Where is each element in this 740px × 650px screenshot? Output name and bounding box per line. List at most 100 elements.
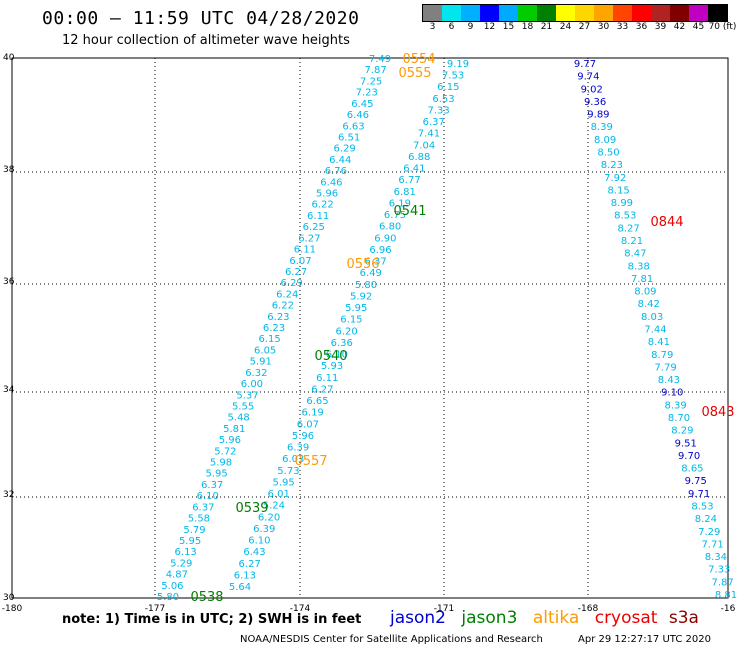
wave-height-value: 8.39 [665,400,687,411]
wave-height-value: 6.37 [201,480,223,491]
wave-height-value: 7.29 [698,527,720,538]
wave-height-value: 7.49 [369,54,391,65]
wave-height-value: 8.23 [601,160,623,171]
wave-height-value: 9.02 [581,84,603,95]
wave-height-value: 6.20 [258,512,280,523]
wave-height-value: 6.22 [272,301,294,312]
wave-height-value: 7.79 [654,362,676,373]
color-swatch [689,5,708,21]
wave-height-value: 6.46 [320,177,342,188]
color-swatch [594,5,613,21]
pass-time-label: 0843 [701,405,734,420]
page-subtitle: 12 hour collection of altimeter wave hei… [62,33,350,48]
color-scale-label: 33 [616,22,629,32]
wave-height-value: 6.10 [197,491,219,502]
wave-height-value: 7.33 [427,105,449,116]
wave-height-value: 6.32 [245,368,267,379]
wave-height-value: 6.15 [258,334,280,345]
wave-height-value: 6.29 [281,278,303,289]
wave-height-value: 5.91 [250,357,272,368]
wave-height-value: 6.65 [306,396,328,407]
lon-tick-label: -177 [145,604,165,614]
wave-height-value: 6.37 [365,257,387,268]
wave-height-value: 8.79 [651,350,673,361]
wave-height-value: 6.88 [408,152,430,163]
wave-height-value: 9.70 [678,451,700,462]
color-swatch [556,5,575,21]
color-scale-label: 9 [467,22,474,32]
color-scale-label: 18 [521,22,534,32]
color-swatch [518,5,537,21]
wave-height-value: 6.13 [234,570,256,581]
wave-height-value: 7.41 [418,129,440,140]
color-swatch [537,5,556,21]
color-scale-label: 36 [635,22,648,32]
wave-height-value: 4.87 [166,570,188,581]
wave-height-value: 6.27 [298,233,320,244]
wave-height-value: 6.10 [248,536,270,547]
wave-height-value: 5.93 [321,361,343,372]
wave-height-value: 8.09 [634,287,656,298]
wave-height-value: 6.37 [423,117,445,128]
wave-height-value: 9.74 [577,72,599,83]
color-swatch [423,5,442,21]
pass-time-label: 0555 [398,66,431,81]
legend-cryosat: cryosat [594,608,658,628]
wave-height-value: 6.00 [241,379,263,390]
color-scale-label: 39 [654,22,667,32]
wave-height-value: 5.24 [263,501,285,512]
wave-height-value: 8.65 [681,464,703,475]
color-swatch [480,5,499,21]
wave-height-value: 6.39 [287,443,309,454]
lon-tick-label: -180 [2,604,23,614]
wave-height-value: 6.27 [285,267,307,278]
wave-height-value: 9.19 [447,59,469,70]
color-scale-bar [422,4,728,22]
color-swatch [708,5,727,21]
wave-height-value: 6.25 [303,222,325,233]
wave-height-value: 6.10 [326,350,348,361]
wave-height-value: 9.36 [584,97,606,108]
wave-height-value: 8.15 [607,185,629,196]
color-scale-label: 6 [448,22,455,32]
lat-tick-label: 38 [3,165,15,175]
wave-height-value: 8.81 [715,590,737,601]
wave-height-value: 5.06 [161,581,183,592]
wave-height-value: 8.21 [621,236,643,247]
wave-height-value: 6.27 [311,384,333,395]
lat-tick-label: 40 [3,53,15,63]
wave-height-value: 8.09 [594,135,616,146]
color-scale-label: 27 [578,22,591,32]
color-swatch [575,5,594,21]
wave-height-value: 6.77 [398,175,420,186]
wave-height-value: 6.44 [329,155,351,166]
color-scale-label: 15 [502,22,515,32]
wave-height-value: 5.55 [232,401,254,412]
color-swatch [461,5,480,21]
wave-height-value: 7.71 [701,539,723,550]
pass-time-label: 0844 [650,215,683,230]
wave-height-value: 6.11 [316,373,338,384]
wave-height-value: 5.80 [157,592,179,603]
wave-height-value: 6.76 [325,166,347,177]
lat-tick-label: 30 [3,593,15,603]
wave-height-value: 5.64 [229,582,251,593]
wave-height-value: 6.11 [294,245,316,256]
pass-time-label: 0541 [393,204,426,219]
wave-height-value: 8.39 [591,122,613,133]
wave-height-value: 6.43 [243,547,265,558]
color-scale-label: 24 [559,22,572,32]
color-scale-label: 21 [540,22,553,32]
wave-height-value: 6.41 [403,164,425,175]
wave-height-value: 7.81 [631,274,653,285]
wave-height-value: 5.96 [219,435,241,446]
wave-height-value: 8.50 [597,148,619,159]
wave-height-value: 5.95 [205,469,227,480]
pass-time-label: 0539 [235,501,268,516]
wave-height-value: 8.47 [624,249,646,260]
pass-time-label: 0540 [314,349,347,364]
wave-height-value: 5.80 [355,280,377,291]
wave-height-value: 5.48 [228,413,250,424]
wave-height-value: 5.73 [277,466,299,477]
map-frame [11,57,729,599]
